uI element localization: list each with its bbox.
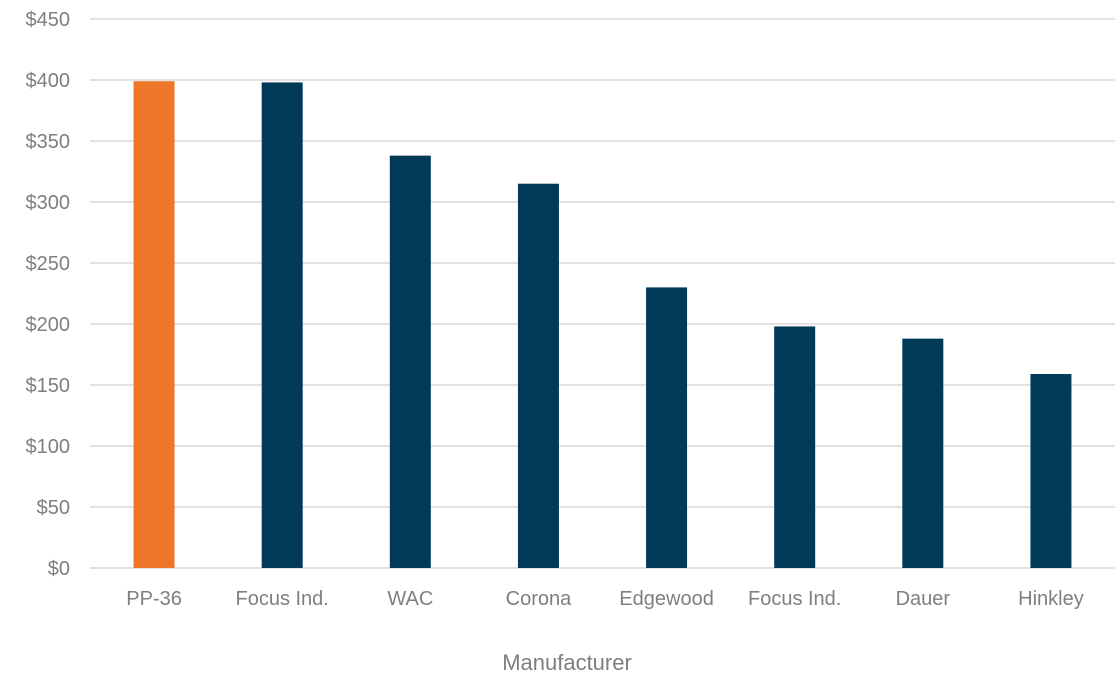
bar: [774, 326, 816, 568]
y-tick-label: $50: [37, 497, 70, 519]
x-tick-label: PP-36: [126, 588, 182, 610]
x-tick-label: Corona: [506, 588, 572, 610]
x-tick-label: Focus Ind.: [235, 588, 328, 610]
y-tick-label: $100: [26, 436, 71, 458]
bar: [646, 287, 688, 568]
y-tick-label: $400: [26, 70, 71, 92]
x-axis-title: Manufacturer: [502, 650, 632, 675]
x-tick-label: Edgewood: [619, 588, 714, 610]
gridlines: [90, 18, 1115, 569]
bar: [389, 155, 431, 568]
y-tick-label: $200: [26, 314, 71, 336]
y-tick-label: $0: [48, 558, 70, 580]
bar: [902, 338, 944, 568]
y-tick-label: $300: [26, 192, 71, 214]
bar: [517, 183, 559, 568]
y-tick-label: $150: [26, 375, 71, 397]
x-tick-label: WAC: [387, 588, 433, 610]
x-tick-label: Dauer: [896, 588, 951, 610]
bar: [1030, 374, 1072, 568]
bars: [133, 81, 1072, 568]
y-tick-label: $250: [26, 253, 71, 275]
bar: [133, 81, 175, 568]
y-tick-label: $450: [26, 9, 71, 31]
x-tick-label: Hinkley: [1018, 588, 1084, 610]
x-tick-label: Focus Ind.: [748, 588, 841, 610]
bar: [261, 82, 303, 568]
y-axis-ticks: $0 $50 $100 $150 $200 $250 $300 $350 $400 $450: [26, 9, 71, 580]
x-axis-ticks: PP-36 Focus Ind. WAC Corona Edgewood Focus In…: [126, 588, 1083, 610]
y-tick-label: $350: [26, 131, 71, 153]
